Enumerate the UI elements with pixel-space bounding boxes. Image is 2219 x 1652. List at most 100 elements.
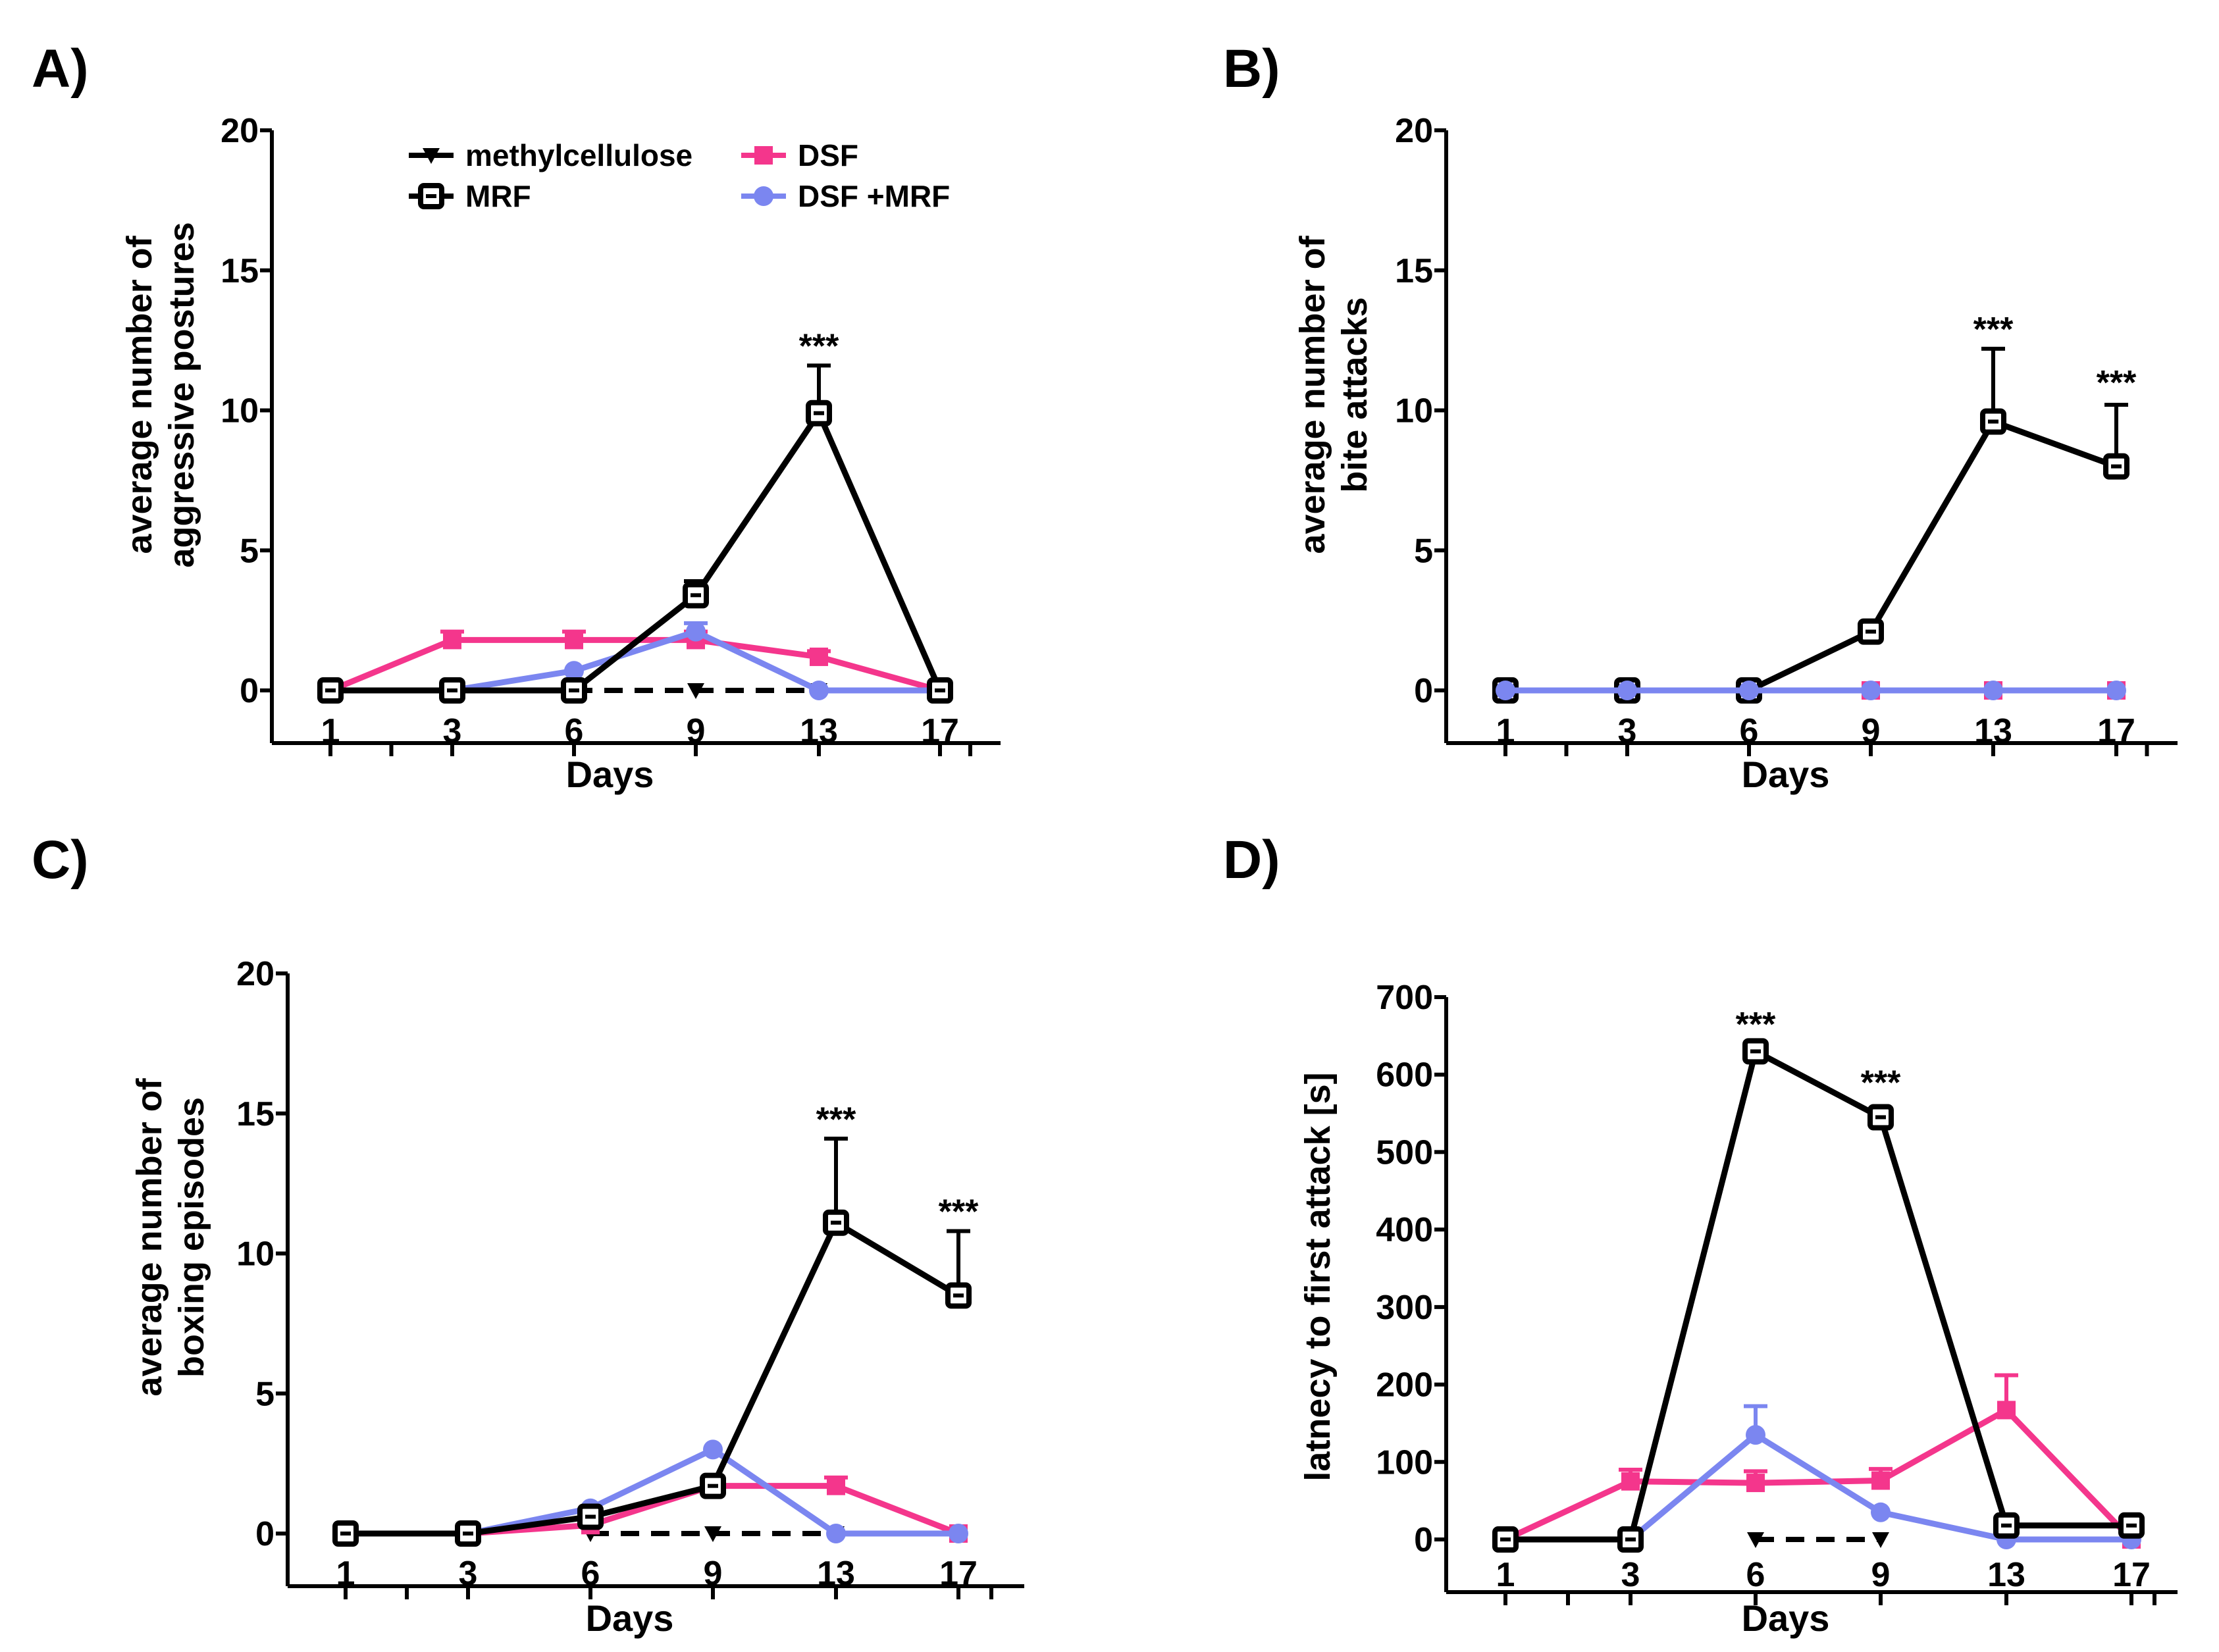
y-axis-label: average number ofaggressive postures bbox=[120, 222, 201, 567]
legend-entry-mrf: MRF bbox=[409, 179, 531, 213]
y-tick-label: 5 bbox=[1414, 532, 1433, 570]
series-line bbox=[346, 1483, 960, 1537]
data-point-inner bbox=[569, 688, 579, 692]
data-point bbox=[687, 683, 704, 699]
data-point-inner bbox=[2126, 1523, 2137, 1528]
data-point bbox=[827, 1476, 845, 1495]
series-line bbox=[1505, 419, 2118, 694]
legend-label: methylcellulose bbox=[465, 138, 692, 172]
x-tick-label: 6 bbox=[581, 1555, 600, 1593]
y-axis-label-line: latnecy to first attack [s] bbox=[1298, 1072, 1338, 1481]
data-point-inner bbox=[831, 1220, 841, 1225]
series-mrf bbox=[317, 363, 953, 704]
data-point bbox=[1496, 681, 1515, 700]
data-point bbox=[809, 681, 829, 700]
legend-label: DSF bbox=[798, 138, 858, 172]
panel-label: A) bbox=[32, 39, 89, 99]
y-tick-label: 5 bbox=[240, 532, 259, 570]
series-line bbox=[329, 636, 941, 694]
panel-label: B) bbox=[1223, 39, 1280, 99]
x-tick-label: 17 bbox=[2112, 1556, 2151, 1594]
x-tick-label: 13 bbox=[800, 712, 838, 750]
y-tick-label: 400 bbox=[1376, 1211, 1433, 1249]
significance-label: *** bbox=[799, 328, 839, 366]
x-tick-label: 3 bbox=[443, 712, 462, 750]
data-point bbox=[564, 661, 584, 681]
square-open-icon-inner bbox=[426, 194, 436, 198]
data-point bbox=[1983, 681, 2003, 700]
data-point bbox=[1747, 1532, 1764, 1548]
data-point bbox=[704, 1526, 721, 1542]
y-axis-label-line: bite attacks bbox=[1335, 297, 1374, 492]
series-mrf bbox=[1492, 1038, 2145, 1553]
y-tick-label: 0 bbox=[1414, 672, 1433, 710]
y-axis-label-line: aggressive postures bbox=[162, 222, 201, 567]
x-tick-label: 1 bbox=[1496, 1556, 1515, 1594]
data-point-inner bbox=[447, 688, 457, 692]
y-axis-label: average number ofboxing episodes bbox=[130, 1077, 211, 1396]
data-point bbox=[565, 631, 583, 650]
series-methylcellulose bbox=[565, 683, 827, 699]
x-tick-label: 3 bbox=[1621, 1556, 1640, 1594]
series-methylcellulose bbox=[1747, 1532, 1889, 1548]
series-line bbox=[1504, 1407, 2134, 1543]
legend-entry-dsf: DSF bbox=[741, 138, 858, 172]
series-dsf bbox=[1496, 1373, 2141, 1549]
y-tick-label: 15 bbox=[1395, 252, 1433, 290]
x-tick-label: 17 bbox=[2097, 712, 2135, 750]
significance-label: *** bbox=[1861, 1064, 1901, 1102]
data-point-inner bbox=[1866, 629, 1876, 634]
data-point bbox=[949, 1524, 968, 1543]
x-tick-label: 9 bbox=[1871, 1556, 1891, 1594]
series-line bbox=[346, 1220, 960, 1537]
data-point-inner bbox=[1500, 1537, 1511, 1541]
y-axis-label-line: average number of bbox=[1293, 235, 1332, 554]
y-tick-label: 15 bbox=[236, 1095, 274, 1133]
data-point-inner bbox=[691, 593, 701, 598]
circle-filled-icon bbox=[754, 186, 773, 206]
y-tick-label: 20 bbox=[1395, 112, 1433, 150]
square-filled-icon bbox=[754, 146, 773, 165]
y-tick-label: 0 bbox=[255, 1515, 274, 1553]
y-tick-label: 20 bbox=[221, 112, 259, 150]
significance-label: *** bbox=[939, 1193, 979, 1231]
y-tick-label: 0 bbox=[240, 672, 259, 710]
data-point-inner bbox=[463, 1532, 473, 1536]
x-tick-label: 9 bbox=[1862, 712, 1881, 750]
y-tick-label: 600 bbox=[1376, 1056, 1433, 1095]
data-point-inner bbox=[814, 411, 824, 415]
significance-label: *** bbox=[2097, 364, 2137, 402]
x-tick-label: 6 bbox=[1740, 712, 1759, 750]
y-axis-label: latnecy to first attack [s] bbox=[1298, 1072, 1338, 1481]
x-tick-label: 13 bbox=[1987, 1556, 2025, 1594]
significance-label: *** bbox=[1973, 311, 2014, 349]
y-tick-label: 0 bbox=[1414, 1521, 1433, 1559]
data-point-inner bbox=[1875, 1115, 1886, 1120]
significance-label: *** bbox=[816, 1100, 856, 1139]
series-mrf bbox=[332, 1137, 972, 1547]
data-point-inner bbox=[953, 1293, 964, 1298]
series-line bbox=[330, 410, 943, 694]
x-tick-label: 3 bbox=[459, 1555, 478, 1593]
x-tick-label: 6 bbox=[565, 712, 584, 750]
data-point bbox=[1621, 1472, 1640, 1491]
y-tick-label: 200 bbox=[1376, 1366, 1433, 1405]
x-axis-label: Days bbox=[1742, 754, 1830, 795]
data-point-inner bbox=[1625, 1537, 1636, 1541]
x-tick-label: 1 bbox=[336, 1555, 355, 1593]
triangle-down-icon bbox=[423, 148, 440, 164]
y-axis-label: average number ofbite attacks bbox=[1293, 235, 1374, 554]
x-tick-label: 9 bbox=[687, 712, 706, 750]
x-tick-label: 13 bbox=[1974, 712, 2012, 750]
x-axis-label: Days bbox=[566, 754, 654, 795]
data-point-inner bbox=[585, 1514, 596, 1519]
data-point-inner bbox=[1988, 419, 1998, 424]
x-tick-label: 9 bbox=[704, 1555, 723, 1593]
data-point bbox=[1871, 1471, 1890, 1490]
data-point bbox=[1872, 1532, 1889, 1548]
series-mrf bbox=[1492, 346, 2129, 704]
significance-label: *** bbox=[1736, 1006, 1776, 1044]
legend: methylcellulose DSF MRF DSF +MRF bbox=[409, 138, 950, 213]
